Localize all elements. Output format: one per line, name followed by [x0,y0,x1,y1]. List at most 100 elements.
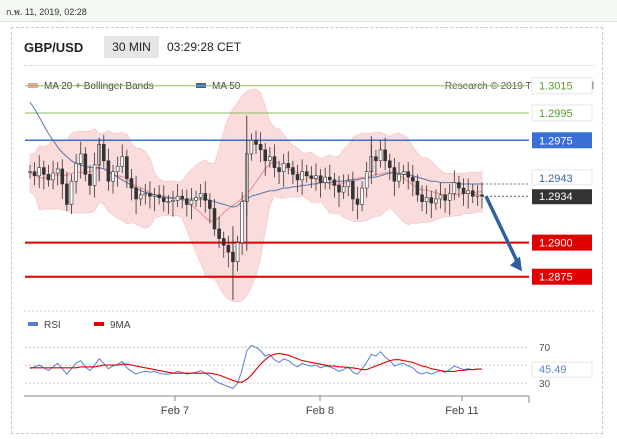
rsi-current-label: 45.49 [539,364,567,376]
x-tick-label: Feb 7 [161,405,189,417]
candle-body [364,171,369,189]
candle-body [217,228,221,239]
candle [129,168,134,201]
candle-body [470,190,475,197]
candle-body [346,180,351,187]
candle [272,144,277,178]
candle-body [111,171,115,182]
level-label-box [531,77,593,95]
candle-body [434,198,438,204]
candle [378,140,383,168]
top-date-bar: ก.พ. 11, 2019, 02:28 [0,0,617,22]
candle [74,153,78,194]
candle [37,155,42,189]
timestamp: 03:29:28 CET [167,40,242,54]
candle-body [411,176,415,182]
level-label-box [531,104,593,122]
candle-body [161,197,166,202]
candle [475,185,480,206]
candle-body [268,156,272,162]
timeframe-badge[interactable]: 30 MIN [104,36,159,58]
candle [161,185,166,212]
candle-body [55,168,60,174]
candle [304,164,309,183]
candle [157,185,161,205]
candle-body [277,167,281,172]
candle [434,189,438,210]
candle-body [461,187,466,194]
rsi-ma-line [30,352,482,383]
candle [152,188,157,212]
candle-body [309,175,314,179]
level-label: 1.3015 [539,81,573,93]
rsi-current-box [531,361,593,378]
candle-body [235,242,240,263]
candle-body [198,193,203,198]
legend-label: MA 50 [212,81,241,92]
candle [55,162,60,186]
candle-body [212,208,217,230]
candle-body [129,178,134,189]
candle [78,141,83,179]
candle-body [351,180,355,200]
candle [208,193,212,224]
candle-body [401,171,406,175]
candle-body [51,172,55,181]
chart-frame [11,27,603,434]
candle-body [447,193,452,201]
candle-body [92,164,97,186]
candle-body [304,171,309,177]
candle [429,190,434,219]
candle [194,190,198,208]
candle [291,160,295,184]
candle-body [286,163,291,168]
candle-body [406,171,410,178]
candle [212,198,217,236]
candle [46,164,51,187]
candle-body [272,156,277,168]
candle [88,164,92,195]
candle [420,185,424,212]
candle [277,160,281,184]
candle [189,188,194,220]
candle [401,164,406,184]
candle-body [115,165,120,172]
candle-body [452,182,457,194]
candle-body [332,179,337,186]
level-label-box [531,169,593,186]
candle-body [166,201,171,203]
candle [397,162,401,189]
candle [28,164,32,179]
candle [383,137,387,171]
rsi-panel: RSI 9MA 70 30 45.49 [24,310,594,390]
level-label: 1.2934 [539,191,573,203]
x-tick-label: Feb 8 [306,405,334,417]
candle-body [281,163,286,172]
candle-body [374,156,378,162]
candle [281,153,286,187]
candle-body [328,176,332,181]
level-label-box [532,234,592,251]
candle [166,194,171,214]
forecast-arrow-head [510,256,522,272]
candle-body [134,187,138,200]
level-label: 1.2875 [539,272,573,284]
candle [134,175,138,214]
candle [125,149,129,189]
candle [286,151,291,175]
rsi-level-label: 30 [539,379,551,390]
candle-body [180,195,184,200]
level-label: 1.2975 [539,135,573,147]
candle-body [194,197,198,201]
candle-body [424,197,429,202]
candle-body [387,160,392,168]
candle-body [106,160,111,182]
rsi-legend-label: 9MA [110,320,131,331]
candle [51,160,55,190]
candle-body [42,167,46,175]
candle-body [355,198,360,205]
candle-body [420,194,424,202]
candle-body [314,175,318,179]
candle-body [415,180,420,196]
